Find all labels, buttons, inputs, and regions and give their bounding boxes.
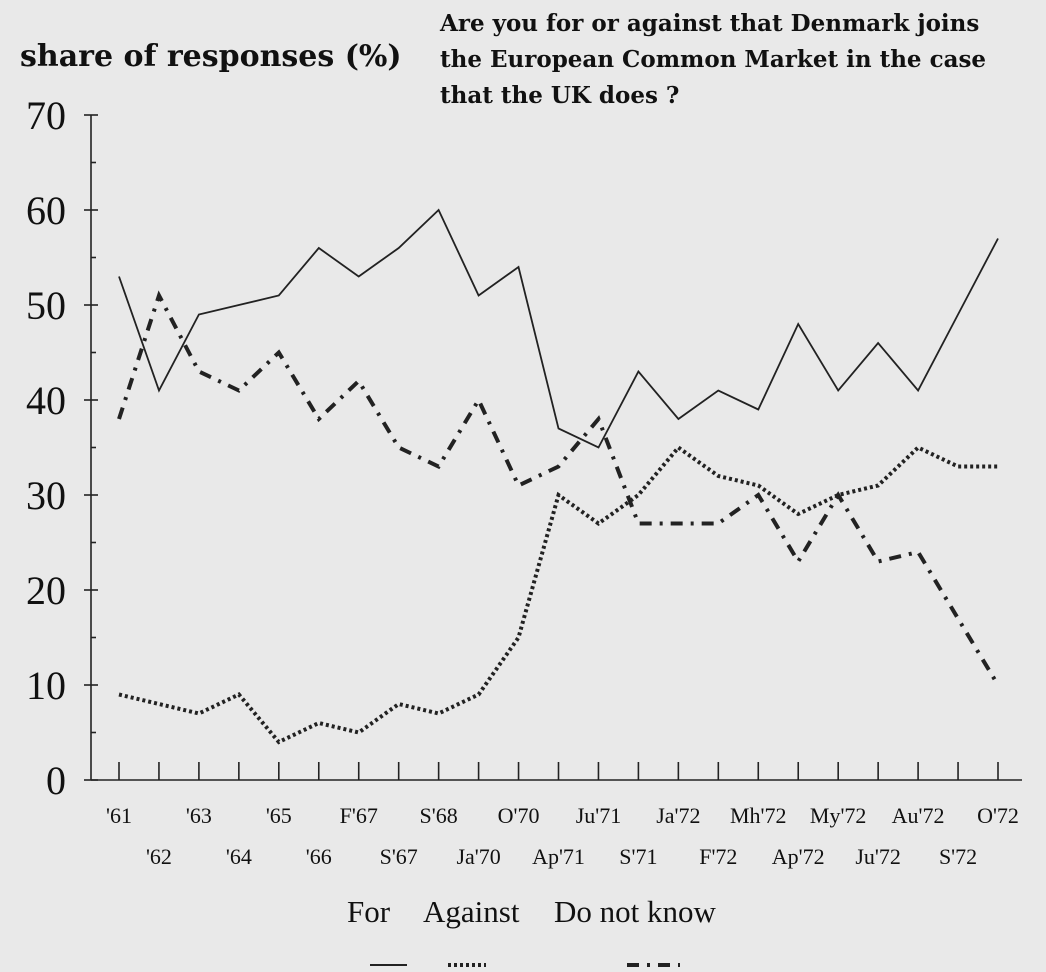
legend: For Against Do not know: [347, 894, 717, 967]
x-tick-label: Au'72: [892, 803, 945, 828]
legend-label-do-not-know: Do not know: [554, 894, 717, 929]
series-line-do-not-know: [117, 290, 1000, 687]
y-tick-label: 30: [26, 473, 66, 518]
x-tick-label: S'68: [420, 803, 458, 828]
x-tick-label: Ju'72: [855, 844, 901, 869]
x-tick-label: My'72: [810, 803, 867, 828]
x-tick-label: Ap'72: [772, 844, 825, 869]
axes: [84, 114, 1022, 781]
chart-title-line-3: that the UK does ?: [440, 82, 679, 109]
y-tick-label: 0: [46, 758, 66, 803]
x-tick-label: Ja'70: [456, 844, 500, 869]
x-tick-label: '61: [106, 803, 132, 828]
series-line-for: [118, 208, 999, 449]
x-tick-label: S'72: [939, 844, 977, 869]
x-tick-label: S'67: [380, 844, 418, 869]
y-tick-label: 50: [26, 283, 66, 328]
x-tick-label: '64: [226, 844, 252, 869]
y-tick-label: 60: [26, 188, 66, 233]
chart-title-line-1: Are you for or against that Denmark join…: [439, 10, 979, 37]
x-tick-label: F'67: [340, 803, 378, 828]
x-tick-label: O'70: [498, 803, 540, 828]
legend-label-for: For: [347, 894, 391, 929]
y-tick-label: 10: [26, 663, 66, 708]
x-tick-label: '65: [266, 803, 292, 828]
x-tick-label: '63: [186, 803, 212, 828]
x-tick-label: Mh'72: [730, 803, 787, 828]
x-tick-label: Ja'72: [656, 803, 700, 828]
x-tick-label: F'72: [699, 844, 737, 869]
y-tick-labels: 0 10 20 30 40 50 60 70: [26, 93, 66, 803]
x-tick-label: '62: [146, 844, 172, 869]
x-tick-label: O'72: [977, 803, 1019, 828]
series-lines: [117, 208, 1000, 745]
legend-label-against: Against: [423, 894, 520, 929]
x-tick-label: S'71: [619, 844, 657, 869]
x-tick-labels: '61 '62 '63 '64 '65 '66 F'67S'67S'68 Ja'70 O'70 A…: [106, 803, 1019, 869]
series-line-against: [118, 444, 998, 745]
y-tick-label: 20: [26, 568, 66, 613]
x-tick-label: Ap'71: [532, 844, 585, 869]
y-axis-title: share of responses (%): [20, 39, 402, 74]
x-tick-label: Ju'71: [576, 803, 622, 828]
chart-title-line-2: the European Common Market in the case: [440, 46, 986, 73]
y-tick-label: 40: [26, 378, 66, 423]
y-tick-label: 70: [26, 93, 66, 138]
x-tick-label: '66: [306, 844, 332, 869]
